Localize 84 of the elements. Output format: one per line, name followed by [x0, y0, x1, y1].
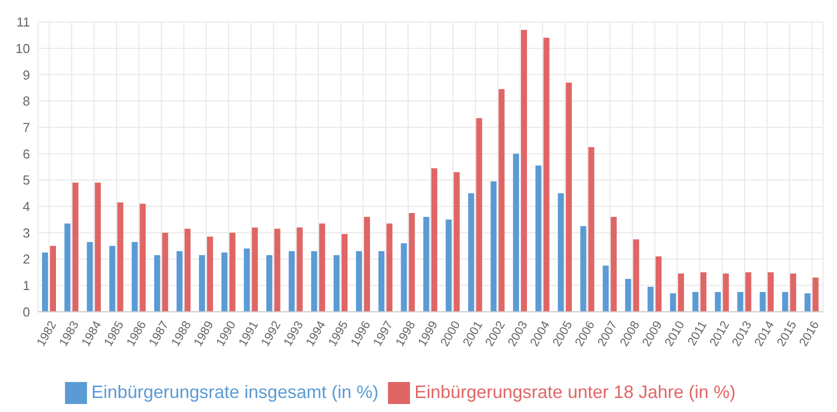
y-tick-label: 3 — [22, 225, 30, 240]
bar — [184, 228, 191, 312]
bar — [760, 292, 766, 312]
bar — [580, 226, 586, 312]
bar — [812, 278, 819, 312]
bar — [558, 193, 564, 312]
bar — [602, 266, 609, 312]
bar — [364, 216, 370, 312]
bar — [804, 293, 811, 312]
bar — [288, 251, 295, 312]
bar — [610, 216, 617, 312]
bar — [633, 239, 640, 312]
bar — [722, 274, 729, 312]
bar — [244, 248, 250, 312]
y-tick-label: 7 — [22, 120, 30, 135]
bar — [176, 251, 183, 312]
bar — [342, 234, 348, 312]
y-tick-label: 5 — [22, 172, 30, 188]
bar — [334, 255, 340, 312]
y-tick-label: 9 — [22, 67, 30, 82]
bar — [692, 292, 698, 312]
bar — [490, 181, 497, 312]
bar — [274, 228, 280, 312]
bar — [72, 182, 78, 312]
bar — [768, 272, 774, 312]
bar — [408, 212, 415, 312]
bar — [745, 272, 752, 312]
bar — [199, 255, 205, 312]
bar — [64, 224, 70, 312]
y-tick-label: 11 — [16, 14, 30, 30]
legend-label: Einbürgerungsrate unter 18 Jahre (in %) — [414, 382, 736, 402]
bar — [476, 118, 482, 312]
bar — [498, 89, 505, 312]
bar — [252, 227, 258, 312]
bar — [386, 224, 392, 312]
bar — [356, 251, 362, 312]
bar — [737, 292, 744, 312]
bar — [162, 232, 168, 312]
bar — [207, 236, 213, 312]
legend-label: Einbürgerungsrate insgesamt (in %) — [91, 382, 378, 402]
y-tick-label: 2 — [22, 252, 30, 267]
bar — [86, 242, 93, 312]
bar — [535, 166, 542, 312]
y-tick-label: 1 — [22, 278, 30, 294]
bar — [782, 292, 788, 312]
bar — [431, 168, 438, 312]
y-tick-label: 0 — [22, 304, 30, 320]
bar — [670, 293, 676, 312]
bar — [468, 193, 474, 312]
bar — [513, 154, 519, 312]
y-tick-label: 6 — [22, 146, 30, 162]
bar — [543, 38, 550, 312]
bar — [266, 255, 272, 312]
bar — [566, 82, 572, 312]
bar — [109, 246, 116, 312]
bar — [94, 182, 101, 312]
bar — [42, 252, 48, 312]
bar — [154, 255, 160, 312]
bar — [229, 232, 236, 312]
bar — [319, 224, 326, 312]
bar — [221, 252, 228, 312]
bar — [311, 251, 318, 312]
bar — [714, 292, 721, 312]
bar — [454, 172, 460, 312]
y-tick-label: 8 — [22, 94, 30, 109]
bar — [656, 256, 662, 312]
bar — [446, 220, 452, 312]
bar — [423, 216, 430, 312]
bar — [400, 243, 407, 312]
bar — [678, 274, 684, 312]
y-tick-label: 10 — [16, 40, 30, 56]
bar — [700, 272, 706, 312]
bar — [648, 286, 654, 312]
bar — [132, 242, 138, 312]
bar — [117, 202, 124, 312]
bar — [588, 147, 594, 312]
bar — [50, 246, 56, 312]
bar — [378, 251, 384, 312]
bar — [625, 278, 632, 312]
bar — [296, 227, 303, 312]
y-tick-label: 4 — [22, 199, 30, 214]
bar — [140, 204, 146, 312]
bar — [521, 30, 527, 312]
bar — [790, 274, 796, 312]
